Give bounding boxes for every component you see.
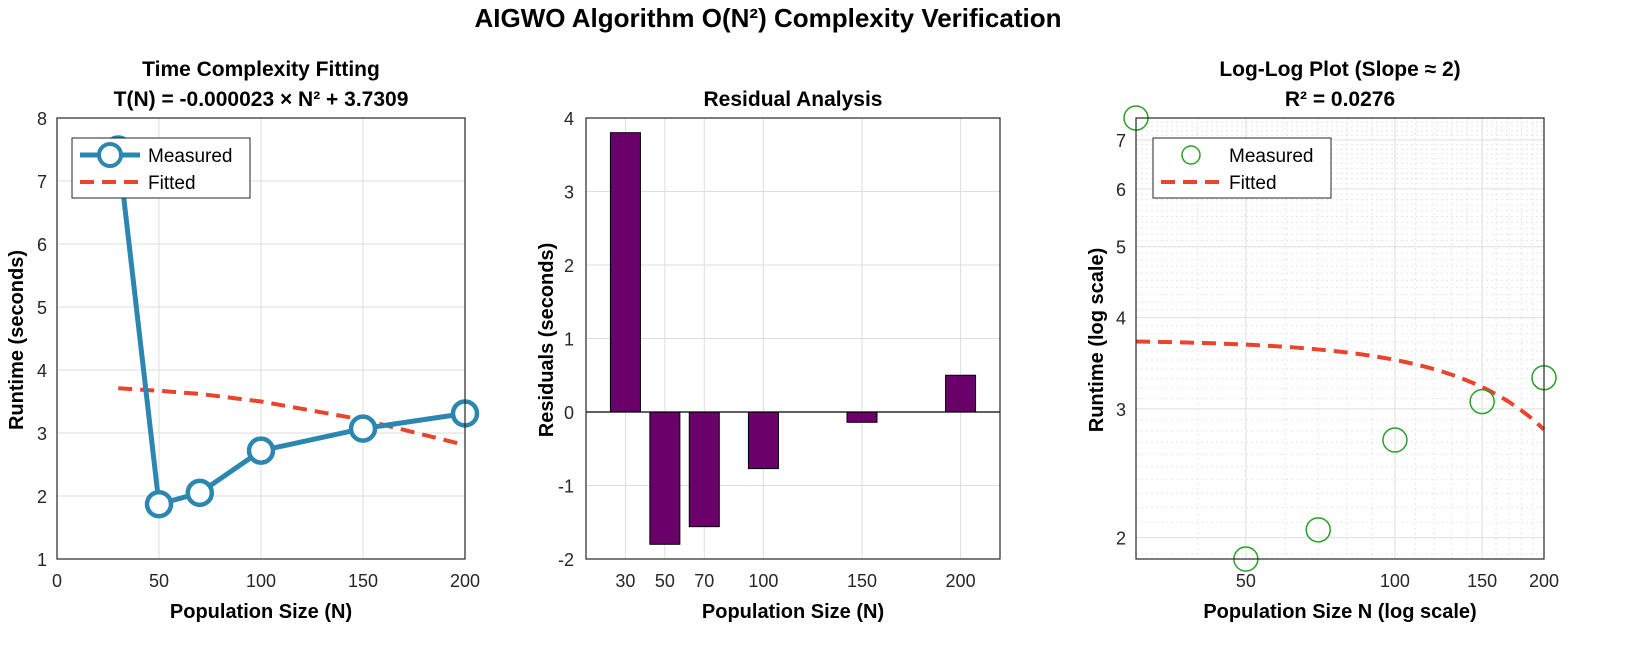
- panel2-bar: [846, 411, 878, 423]
- panel1-legend-measured-label: Measured: [148, 146, 233, 167]
- panel2-marks: [586, 132, 1000, 545]
- panel-log-log: Log-Log Plot (Slope ≈ 2) R² = 0.0276 Pop…: [1086, 58, 1559, 623]
- panel3-ytick-label: 2: [1116, 529, 1126, 549]
- panel3-legend-fitted-label: Fitted: [1229, 173, 1277, 194]
- panel2-bar: [609, 132, 641, 413]
- panel1-ytick-label: 7: [37, 172, 47, 192]
- panel1-ytick-label: 1: [37, 550, 47, 570]
- panel3-measured-point: [1469, 388, 1495, 415]
- panel1-title-line2: T(N) = -0.000023 × N² + 3.7309: [114, 88, 409, 111]
- panel1-xtick-label: 150: [348, 571, 378, 591]
- panel1-measured-point: [246, 436, 276, 465]
- panel1-fitted-line: [118, 386, 466, 447]
- panel2-bar: [945, 374, 977, 413]
- panel1-ytick-label: 3: [37, 424, 47, 444]
- panel2-grid: [586, 117, 1000, 560]
- panel3-legend-measured-marker: [1181, 145, 1201, 165]
- panel2-xtick-label: 200: [946, 571, 976, 591]
- panel3-legend: Measured Fitted: [1152, 137, 1332, 199]
- panel2-ytick-label: 2: [564, 256, 574, 276]
- panel2-xtick-label: 30: [615, 571, 635, 591]
- panel3-xlabel: Population Size N (log scale): [1203, 601, 1476, 623]
- figure-title: AIGWO Algorithm O(N²) Complexity Verific…: [475, 3, 1062, 33]
- panel1-title-line1: Time Complexity Fitting: [142, 58, 380, 81]
- panel1-legend-fitted-label: Fitted: [148, 173, 196, 194]
- panel2-xlabel: Population Size (N): [702, 601, 884, 623]
- panel1-ytick-label: 6: [37, 235, 47, 255]
- panel2-ticks: 30 50 70 100 150 200 -2 -1 0 1 2 3 4: [558, 109, 976, 591]
- panel2-title: Residual Analysis: [704, 88, 883, 111]
- panel2-axes-box: [585, 117, 1001, 560]
- panel-residual-analysis: Residual Analysis Population Size (N) Re…: [536, 88, 1001, 623]
- panel1-xlabel: Population Size (N): [170, 601, 352, 623]
- panel1-measured-point: [185, 478, 215, 508]
- panel3-title-line1: Log-Log Plot (Slope ≈ 2): [1219, 58, 1460, 81]
- panel1-ytick-label: 2: [37, 487, 47, 507]
- panel3-xtick-label: 150: [1467, 571, 1497, 591]
- panel1-legend: Measured Fitted: [71, 137, 251, 199]
- panel3-legend-measured-label: Measured: [1229, 146, 1314, 167]
- panel2-ytick-label: 4: [564, 109, 574, 129]
- panel3-axes-box: [1135, 117, 1545, 560]
- panel1-ytick-label: 8: [37, 109, 47, 129]
- panel2-bar: [649, 411, 681, 545]
- panel3-legend-box: [1152, 137, 1332, 199]
- panel2-ytick-label: -2: [558, 550, 574, 570]
- panel3-ytick-label: 4: [1116, 309, 1126, 329]
- panel3-fitted-line: [1135, 339, 1546, 432]
- panel3-xtick-label: 200: [1529, 571, 1559, 591]
- panel3-ytick-label: 6: [1116, 180, 1126, 200]
- panel1-measured-line: [115, 149, 466, 507]
- panel3-ylabel: Runtime (log scale): [1086, 248, 1108, 432]
- panel1-xtick-label: 50: [149, 571, 169, 591]
- panel2-ylabel: Residuals (seconds): [536, 243, 558, 438]
- panel3-ticks: 50 100 150 200 2 3 4 5 6 7: [1116, 131, 1559, 591]
- panel2-ytick-label: 3: [564, 183, 574, 203]
- panel2-xtick-label: 100: [748, 571, 778, 591]
- panel1-marks: [103, 135, 480, 519]
- panel3-grid: [1135, 117, 1545, 559]
- panel2-ytick-label: -1: [558, 477, 574, 497]
- panel1-ylabel: Runtime (seconds): [6, 250, 28, 430]
- panel1-ticks: 0 50 100 150 200 1 2 3 4 5 6 7 8: [37, 109, 480, 591]
- panel3-measured-point: [1305, 517, 1331, 543]
- panel3-xtick-label: 100: [1380, 571, 1410, 591]
- panel2-xtick-label: 150: [847, 571, 877, 591]
- panel3-title-line2: R² = 0.0276: [1285, 88, 1395, 111]
- panel-time-complexity: Time Complexity Fitting T(N) = -0.000023…: [6, 58, 480, 623]
- panel1-legend-measured-marker: [97, 142, 123, 168]
- panel2-ytick-label: 1: [564, 330, 574, 350]
- panel2-bar: [747, 411, 779, 470]
- panel1-ytick-label: 4: [37, 361, 47, 381]
- panel2-xtick-label: 70: [694, 571, 714, 591]
- panel2-xtick-label: 50: [655, 571, 675, 591]
- panel3-ytick-label: 3: [1116, 400, 1126, 420]
- panel3-measured-point: [1382, 427, 1408, 453]
- panel3-ytick-label: 5: [1116, 238, 1126, 258]
- panel3-xtick-label: 50: [1236, 571, 1256, 591]
- panel3-ytick-label: 7: [1116, 131, 1126, 151]
- panel1-measured-point: [348, 414, 378, 443]
- panel1-axes-box: [56, 117, 466, 560]
- panel1-ytick-label: 5: [37, 298, 47, 318]
- panel2-bar: [688, 411, 720, 528]
- panel1-xtick-label: 100: [246, 571, 276, 591]
- panel1-xtick-label: 0: [52, 571, 62, 591]
- panel1-xtick-label: 200: [450, 571, 480, 591]
- panel2-ytick-label: 0: [564, 403, 574, 423]
- panel1-measured-point: [144, 489, 174, 519]
